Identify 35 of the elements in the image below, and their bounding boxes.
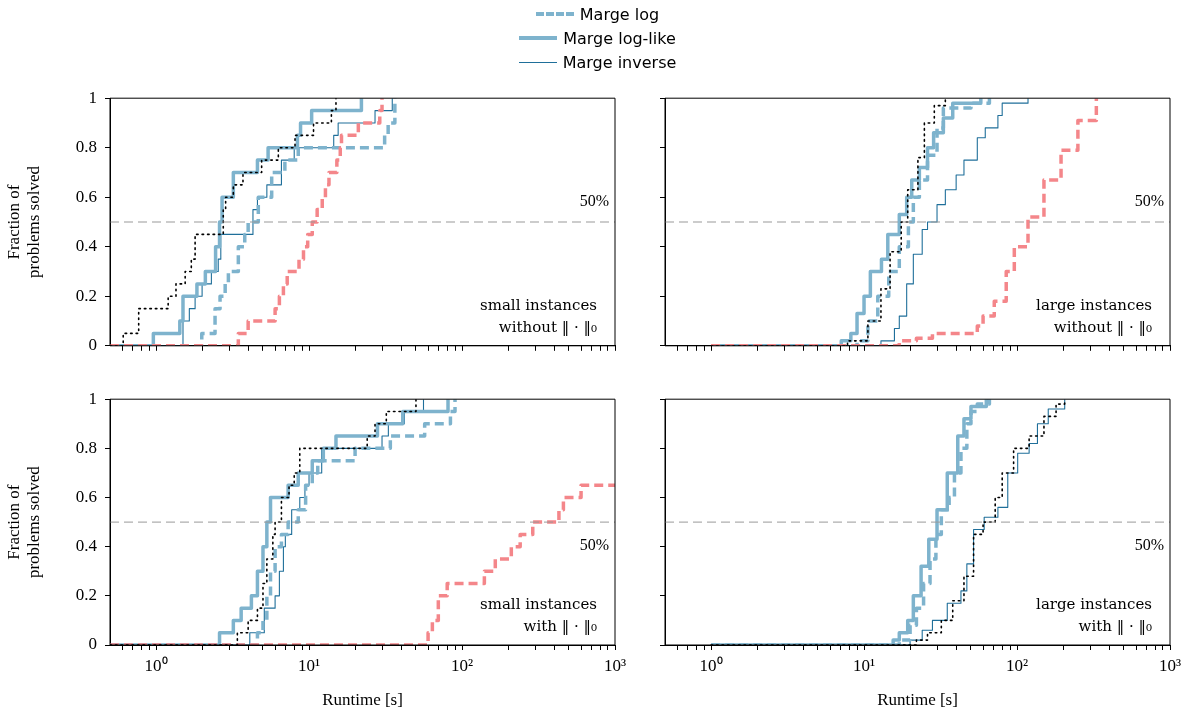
legend-label: Marge log-like: [563, 28, 676, 48]
annotation: large instances without ‖ · ‖₀: [1036, 296, 1152, 337]
y-tick-label: 0.6: [75, 486, 97, 506]
ref-line-label: 50%: [1134, 536, 1164, 554]
x-tick-label: 10³: [603, 655, 627, 675]
y-tick-label: 0: [88, 335, 97, 355]
legend-label: Marge inverse: [562, 52, 677, 72]
x-tick-label: 10²: [450, 655, 474, 675]
y-tick-label: 0.4: [75, 236, 98, 256]
x-tick-label: 10²: [1005, 655, 1029, 675]
y-tick-label: 0: [88, 634, 97, 654]
x-tick-label: 10³: [1158, 655, 1182, 675]
y-tick-label: 0.2: [75, 585, 97, 605]
annotation: small instances with ‖ · ‖₀: [480, 595, 597, 636]
x-tick-label: 10¹: [297, 655, 321, 675]
y-tick-label: 1: [88, 388, 97, 408]
x-tick-label: 10¹: [852, 655, 876, 675]
y-tick-label: 0.8: [75, 437, 97, 457]
x-tick-label: 10⁰: [144, 655, 168, 675]
y-axis-title: Fraction of problems solved: [3, 465, 44, 579]
y-tick-label: 0.2: [75, 285, 97, 305]
y-axis-title: Fraction of problems solved: [3, 165, 44, 278]
y-tick-label: 1: [88, 87, 97, 107]
annotation: small instances without ‖ · ‖₀: [480, 296, 597, 337]
x-axis-title: Runtime [s]: [877, 690, 958, 710]
ref-line-label: 50%: [1134, 192, 1164, 210]
legend-label: Marge log: [579, 4, 660, 24]
y-tick-label: 0.6: [75, 186, 97, 206]
y-tick-label: 0.4: [75, 536, 98, 556]
annotation: large instances with ‖ · ‖₀: [1036, 595, 1152, 636]
y-tick-label: 0.8: [75, 137, 97, 157]
x-axis-title: Runtime [s]: [322, 690, 403, 710]
ref-line-label: 50%: [579, 192, 609, 210]
ref-line-label: 50%: [579, 536, 609, 554]
x-tick-label: 10⁰: [699, 655, 723, 675]
